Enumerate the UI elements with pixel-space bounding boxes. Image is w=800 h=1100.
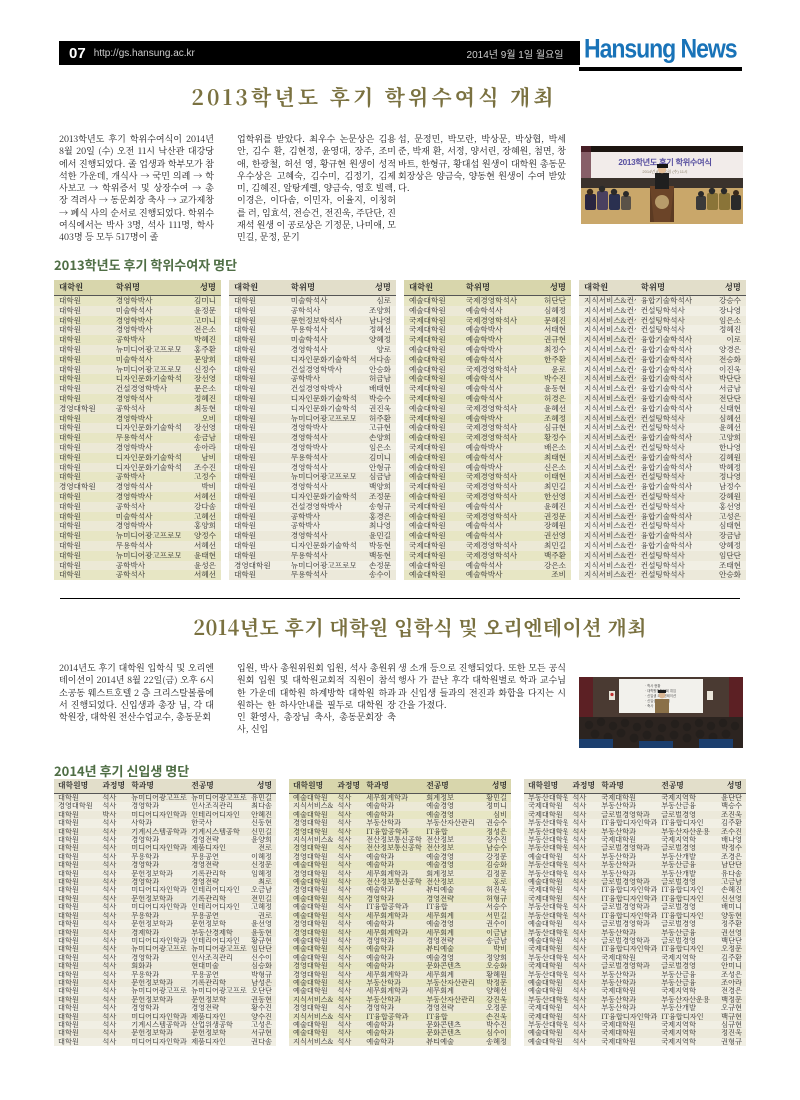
svg-text:· 축사: · 축사 — [645, 703, 654, 708]
svg-text:· 학사 현황: · 학사 현황 — [645, 683, 661, 688]
